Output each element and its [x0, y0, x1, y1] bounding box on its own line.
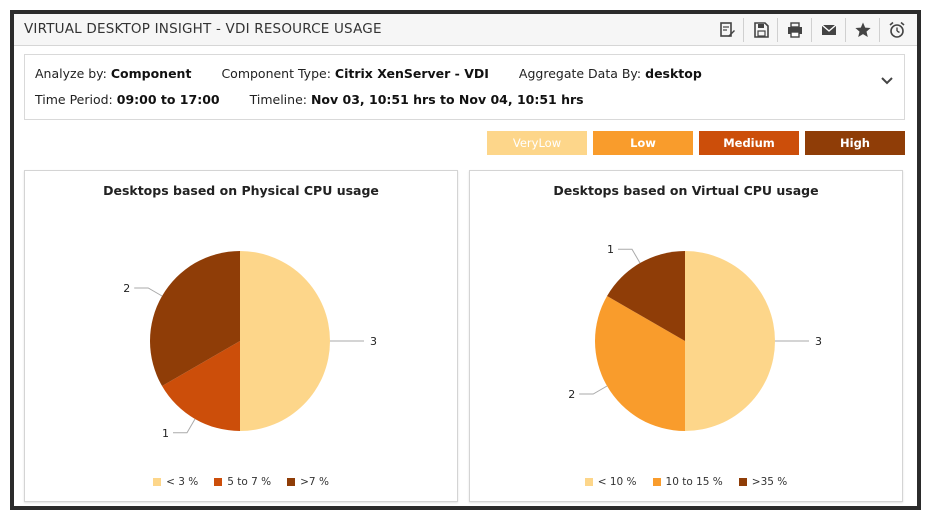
legend-label: < 3 % [166, 476, 199, 488]
pie-slice[interactable] [162, 341, 240, 431]
component-type-value: Citrix XenServer - VDI [334, 66, 489, 81]
severity-high-button[interactable]: High [805, 131, 905, 155]
timeline-value: Nov 03, 10:51 hrs to Nov 04, 10:51 hrs [310, 92, 584, 107]
toolbar [710, 18, 913, 42]
pie-data-label: 1 [162, 427, 169, 440]
component-type-label: Component Type: [221, 66, 331, 81]
severity-medium-button[interactable]: Medium [699, 131, 799, 155]
legend-label: 10 to 15 % [665, 476, 723, 488]
severity-legend: VeryLow Low Medium High [481, 131, 905, 155]
analyze-by-filter: Analyze by: Component [35, 66, 191, 81]
time-period-value: 09:00 to 17:00 [116, 92, 220, 107]
component-type-filter: Component Type: Citrix XenServer - VDI [221, 66, 488, 81]
time-period-label: Time Period: [35, 92, 113, 107]
analyze-by-value: Component [110, 66, 192, 81]
legend-swatch [584, 478, 593, 486]
pie-slice[interactable] [149, 251, 240, 386]
timeline-label: Timeline: [249, 92, 307, 107]
title-bar: VIRTUAL DESKTOP INSIGHT - VDI RESOURCE U… [14, 14, 917, 46]
favorite-star-icon[interactable] [845, 18, 879, 42]
vdi-resource-usage-window: VIRTUAL DESKTOP INSIGHT - VDI RESOURCE U… [10, 10, 921, 510]
legend-item[interactable]: 5 to 7 % [214, 476, 271, 488]
time-period-filter: Time Period: 09:00 to 17:00 [35, 92, 220, 107]
data-label-connector [579, 385, 608, 395]
filter-row: Analyze by: Component Component Type: Ci… [35, 66, 732, 81]
pie-data-label: 3 [370, 335, 377, 348]
legend-item[interactable]: >35 % [738, 476, 788, 488]
physical-cpu-chart-panel: Desktops based on Physical CPU usage 3 1 2… [24, 170, 458, 502]
pie-data-label: 2 [568, 388, 575, 401]
legend-label: >7 % [300, 476, 329, 488]
legend-swatch [738, 478, 747, 486]
chart-title: Desktops based on Virtual CPU usage [553, 183, 819, 198]
physical-cpu-pie-chart: 3 1 2 [123, 251, 377, 440]
print-icon[interactable] [777, 18, 811, 42]
data-label-connector [134, 287, 163, 297]
legend-label: 5 to 7 % [227, 476, 272, 488]
alarm-clock-icon[interactable] [879, 18, 913, 42]
legend-label: >35 % [751, 476, 788, 488]
chevron-down-icon[interactable] [880, 74, 894, 88]
legend-swatch [153, 478, 162, 486]
legend-item[interactable]: >7 % [287, 476, 329, 488]
pie-slice[interactable] [595, 296, 685, 431]
pie-data-label: 2 [123, 282, 130, 295]
timeline-filter: Timeline: Nov 03, 10:51 hrs to Nov 04, 1… [250, 92, 584, 107]
legend-label: < 10 % [597, 476, 637, 488]
window-title: VIRTUAL DESKTOP INSIGHT - VDI RESOURCE U… [24, 21, 382, 37]
legend-item[interactable]: < 10 % [584, 476, 637, 488]
mail-icon[interactable] [811, 18, 845, 42]
chart-legend: < 3 % 5 to 7 % >7 % [25, 476, 457, 488]
legend-item[interactable]: 10 to 15 % [652, 476, 723, 488]
pie-data-label: 3 [815, 335, 822, 348]
aggregate-value: desktop [645, 66, 702, 81]
data-label-connector [173, 418, 196, 434]
pie-data-label: 1 [607, 243, 614, 256]
aggregate-label: Aggregate Data By: [518, 66, 642, 81]
data-label-connector [618, 248, 641, 264]
analyze-by-label: Analyze by: [35, 66, 107, 81]
pie-slice[interactable] [607, 251, 685, 341]
chart-legend: < 10 % 10 to 15 % >35 % [470, 476, 902, 488]
edit-report-icon[interactable] [710, 18, 743, 42]
severity-low-button[interactable]: Low [593, 131, 693, 155]
save-icon[interactable] [743, 18, 777, 42]
legend-swatch [214, 478, 223, 486]
severity-verylow-button[interactable]: VeryLow [487, 131, 587, 155]
filter-row: Time Period: 09:00 to 17:00 Timeline: No… [35, 92, 614, 107]
legend-swatch [287, 478, 296, 486]
pie-slice[interactable] [240, 251, 330, 431]
filter-summary-panel: Analyze by: Component Component Type: Ci… [24, 54, 905, 120]
virtual-cpu-pie-chart: 3 2 1 [568, 243, 822, 431]
chart-title: Desktops based on Physical CPU usage [103, 183, 379, 198]
legend-item[interactable]: < 3 % [153, 476, 198, 488]
aggregate-filter: Aggregate Data By: desktop [519, 66, 702, 81]
pie-slice[interactable] [685, 251, 775, 431]
legend-swatch [652, 478, 661, 486]
